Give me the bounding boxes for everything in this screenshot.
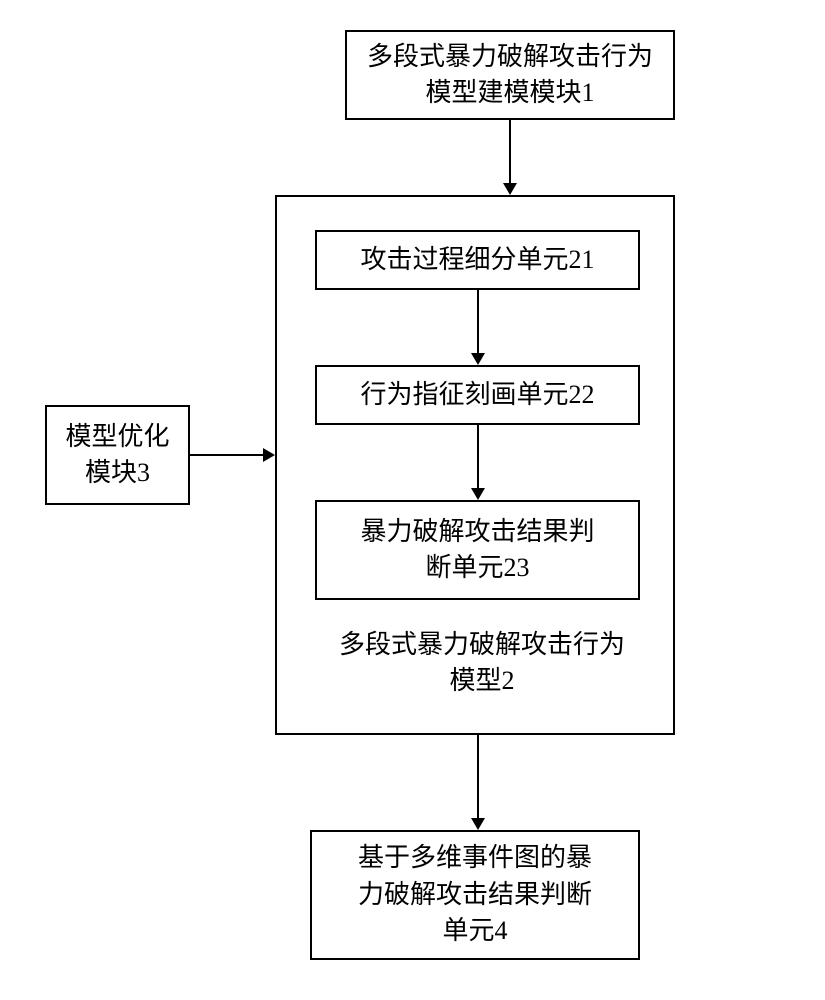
node-bottom: 基于多维事件图的暴 力破解攻击结果判断 单元4 — [310, 830, 640, 960]
node-bottom-text1: 基于多维事件图的暴 — [358, 840, 592, 876]
node-bottom-text2: 力破解攻击结果判断 — [358, 877, 592, 913]
node-bottom-text3: 单元4 — [442, 913, 507, 949]
